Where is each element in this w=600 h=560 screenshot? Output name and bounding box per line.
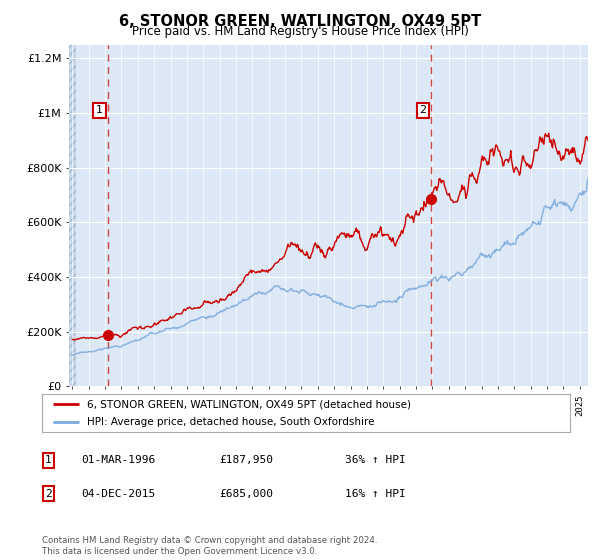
Text: £187,950: £187,950 — [219, 455, 273, 465]
Text: 1: 1 — [96, 105, 103, 115]
Text: 1: 1 — [45, 455, 52, 465]
Text: HPI: Average price, detached house, South Oxfordshire: HPI: Average price, detached house, Sout… — [87, 417, 374, 427]
Text: 6, STONOR GREEN, WATLINGTON, OX49 5PT: 6, STONOR GREEN, WATLINGTON, OX49 5PT — [119, 14, 481, 29]
Text: Contains HM Land Registry data © Crown copyright and database right 2024.
This d: Contains HM Land Registry data © Crown c… — [42, 536, 377, 556]
Text: £685,000: £685,000 — [219, 489, 273, 499]
Text: Price paid vs. HM Land Registry's House Price Index (HPI): Price paid vs. HM Land Registry's House … — [131, 25, 469, 38]
Text: 04-DEC-2015: 04-DEC-2015 — [81, 489, 155, 499]
Text: 01-MAR-1996: 01-MAR-1996 — [81, 455, 155, 465]
Text: 6, STONOR GREEN, WATLINGTON, OX49 5PT (detached house): 6, STONOR GREEN, WATLINGTON, OX49 5PT (d… — [87, 399, 411, 409]
Text: 36% ↑ HPI: 36% ↑ HPI — [345, 455, 406, 465]
Text: 2: 2 — [45, 489, 52, 499]
Text: 2: 2 — [419, 105, 427, 115]
Text: 16% ↑ HPI: 16% ↑ HPI — [345, 489, 406, 499]
Bar — [69, 31, 76, 386]
